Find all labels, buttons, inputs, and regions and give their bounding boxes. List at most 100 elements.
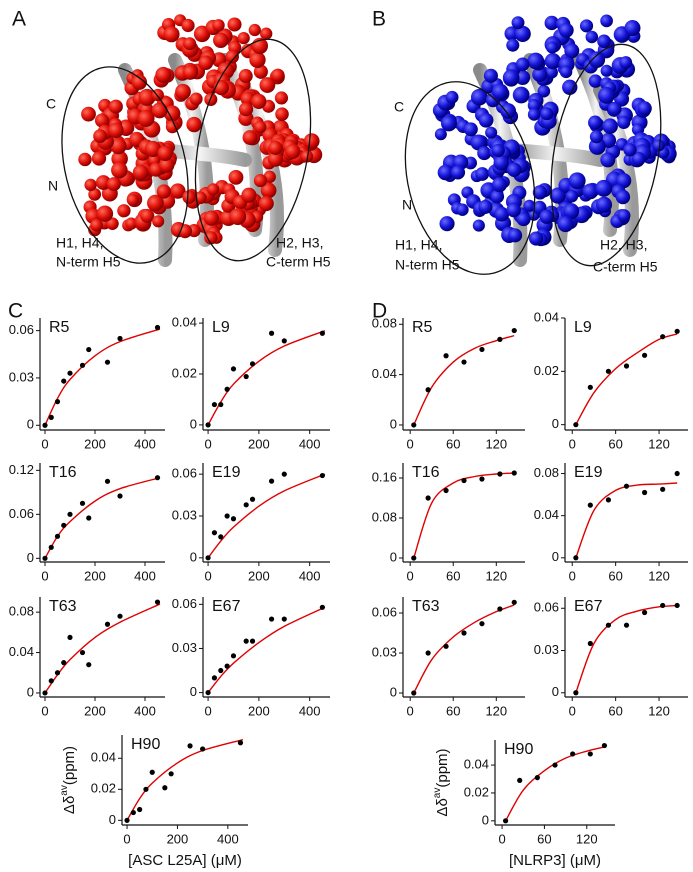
data-point	[149, 769, 155, 775]
fit-curve	[207, 473, 326, 559]
data-point	[587, 502, 593, 508]
x-tick-label: 400	[299, 568, 321, 583]
x-tick-label: 200	[248, 436, 270, 451]
y-tick-label: 0.06	[534, 600, 559, 615]
x-tick-label: 0	[123, 831, 130, 846]
residue-sphere	[126, 193, 139, 206]
residue-sphere	[157, 145, 173, 161]
residue-sphere	[637, 101, 652, 116]
data-point	[461, 359, 467, 365]
data-point	[218, 534, 224, 540]
residue-sphere	[183, 37, 197, 51]
residue-sphere	[539, 209, 554, 224]
x-tick-label: 120	[576, 831, 598, 846]
residue-sphere	[95, 175, 111, 190]
data-point	[86, 515, 92, 521]
data-point	[552, 762, 558, 768]
residue-sphere	[242, 130, 258, 145]
residue-sphere	[617, 209, 631, 223]
residue-sphere	[81, 106, 96, 122]
data-point	[86, 346, 92, 353]
residue-sphere	[585, 30, 599, 44]
residue-sphere	[532, 66, 548, 83]
plot-title: E19	[574, 464, 603, 481]
fit-curve	[413, 472, 515, 559]
residue-sphere	[559, 65, 573, 79]
data-point	[104, 478, 111, 484]
data-point	[268, 478, 275, 484]
plot-title: T63	[412, 598, 440, 615]
data-point	[48, 544, 54, 550]
residue-sphere	[203, 210, 219, 226]
x-tick-label: 200	[248, 568, 270, 583]
residue-sphere	[237, 32, 250, 45]
terminus-label: N	[402, 197, 412, 213]
y-axis-label-part: Δδ	[61, 796, 78, 814]
x-tick-label: 0	[407, 436, 414, 451]
y-tick-label: 0	[552, 416, 559, 431]
region-label: C-term H5	[266, 254, 331, 270]
y-axis-label: Δδav(ppm)	[432, 748, 451, 816]
residue-sphere	[477, 146, 492, 161]
data-point	[42, 690, 48, 696]
residue-sphere	[527, 108, 541, 121]
data-point	[124, 817, 130, 823]
data-point	[143, 786, 149, 792]
x-tick-label: 0	[407, 568, 414, 583]
data-point	[623, 622, 630, 628]
y-tick-label: 0	[27, 417, 34, 432]
x-tick-label: 120	[485, 703, 507, 718]
residue-sphere	[251, 93, 267, 109]
data-point	[205, 422, 211, 428]
residue-sphere	[137, 110, 155, 127]
x-tick-label: 200	[84, 703, 106, 718]
residue-sphere	[163, 26, 180, 43]
data-point	[48, 414, 54, 420]
residue-sphere	[546, 41, 559, 54]
residue-sphere	[258, 195, 274, 212]
residue-sphere	[93, 129, 107, 143]
residue-sphere	[568, 172, 586, 190]
data-point	[137, 806, 143, 813]
data-point	[54, 533, 61, 539]
fit-curve	[44, 603, 161, 694]
data-point	[502, 818, 509, 824]
data-point	[117, 493, 123, 499]
data-point	[425, 495, 431, 501]
plot-title: E19	[212, 464, 241, 481]
residue-sphere	[163, 105, 181, 122]
residue-sphere	[500, 103, 517, 119]
residue-sphere	[504, 26, 519, 41]
data-point	[249, 638, 256, 644]
residue-sphere	[111, 161, 128, 179]
residue-sphere	[84, 178, 97, 192]
y-tick-label: 0.04	[9, 644, 34, 659]
residue-sphere	[595, 196, 613, 213]
data-point	[605, 497, 612, 503]
residue-sphere	[595, 179, 613, 197]
data-point	[623, 483, 630, 489]
y-tick-label: 0	[552, 549, 559, 564]
data-point	[162, 785, 168, 791]
residue-sphere	[213, 32, 229, 48]
x-tick-label: 60	[608, 436, 622, 451]
y-axis-label: Δδav(ppm)	[59, 746, 78, 814]
data-point	[281, 471, 287, 477]
data-point	[205, 555, 211, 561]
residue-sphere	[523, 199, 536, 212]
residue-sphere	[117, 204, 131, 218]
residue-sphere	[623, 143, 637, 157]
residue-sphere	[602, 118, 618, 134]
residue-sphere	[94, 113, 110, 128]
residue-sphere	[579, 19, 594, 33]
data-point	[479, 346, 485, 353]
residue-sphere	[285, 143, 301, 160]
data-point	[641, 609, 648, 616]
residue-sphere	[478, 199, 493, 214]
x-tick-label: 200	[248, 703, 270, 718]
residue-sphere	[652, 139, 665, 152]
panel-letter: D	[372, 300, 387, 323]
x-tick-label: 0	[569, 703, 576, 718]
residue-sphere	[253, 173, 268, 188]
y-tick-label: 0.03	[372, 644, 397, 659]
